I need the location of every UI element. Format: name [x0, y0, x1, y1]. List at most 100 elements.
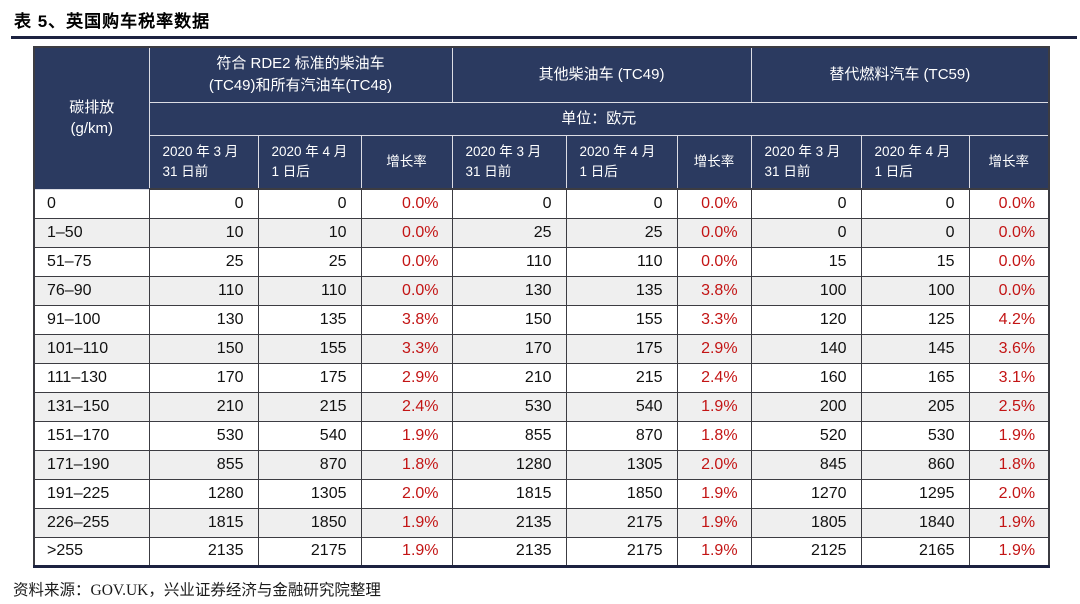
growth-rate-cell: 1.8% — [360, 449, 453, 480]
tax-value-cell: 540 — [565, 391, 678, 422]
growth-rate-cell: 3.1% — [968, 362, 1050, 393]
tax-value-cell: 110 — [565, 246, 678, 277]
emission-range-cell: 1–50 — [33, 217, 150, 248]
subheader-before-g2: 2020 年 3 月 31 日前 — [451, 134, 567, 190]
growth-rate-cell: 3.3% — [360, 333, 453, 364]
tax-value-cell: 140 — [750, 333, 862, 364]
emission-range-cell: 111–130 — [33, 362, 150, 393]
tax-value-cell: 855 — [148, 449, 259, 480]
growth-rate-cell: 0.0% — [968, 217, 1050, 248]
table-row: 101–110 150 155 3.3% 170 175 2.9% 140 145 3.6% — [33, 333, 1050, 364]
table-row: 91–100 130 135 3.8% 150 155 3.3% 120 125 4.2% — [33, 304, 1050, 335]
tax-value-cell: 0 — [750, 217, 862, 248]
table-header: 碳排放 (g/km) 符合 RDE2 标准的柴油车 (TC49)和所有汽油车(T… — [33, 46, 1050, 190]
tax-value-cell: 205 — [860, 391, 970, 422]
emission-range-cell: 226–255 — [33, 507, 150, 538]
tax-value-cell: 210 — [148, 391, 259, 422]
tax-value-cell: 530 — [148, 420, 259, 451]
tax-value-cell: 110 — [148, 275, 259, 306]
table-row: 111–130 170 175 2.9% 210 215 2.4% 160 165 3.1% — [33, 362, 1050, 393]
carbon-emission-header: 碳排放 (g/km) — [33, 46, 150, 190]
tax-value-cell: 1295 — [860, 478, 970, 509]
emission-range-cell: 171–190 — [33, 449, 150, 480]
growth-rate-cell: 0.0% — [360, 188, 453, 219]
subheader-growth-g1: 增长率 — [360, 134, 453, 190]
tax-value-cell: 870 — [565, 420, 678, 451]
tax-value-cell: 1840 — [860, 507, 970, 538]
table-row: 51–75 25 25 0.0% 110 110 0.0% 15 15 0.0% — [33, 246, 1050, 277]
growth-rate-cell: 1.8% — [676, 420, 752, 451]
growth-rate-cell: 0.0% — [360, 217, 453, 248]
growth-rate-cell: 1.9% — [676, 507, 752, 538]
tax-value-cell: 10 — [257, 217, 362, 248]
group-header-alt-fuel: 替代燃料汽车 (TC59) — [750, 46, 1050, 103]
tax-value-cell: 210 — [451, 362, 567, 393]
tax-value-cell: 15 — [860, 246, 970, 277]
subheader-after-g3: 2020 年 4 月 1 日后 — [860, 134, 970, 190]
emission-range-cell: 131–150 — [33, 391, 150, 422]
tax-value-cell: 1280 — [148, 478, 259, 509]
tax-value-cell: 2125 — [750, 536, 862, 568]
tax-value-cell: 200 — [750, 391, 862, 422]
tax-value-cell: 1805 — [750, 507, 862, 538]
tax-value-cell: 125 — [860, 304, 970, 335]
group-header-other-diesel: 其他柴油车 (TC49) — [451, 46, 752, 103]
growth-rate-cell: 3.8% — [360, 304, 453, 335]
tax-value-cell: 0 — [860, 217, 970, 248]
growth-rate-cell: 2.0% — [676, 449, 752, 480]
table-row: 151–170 530 540 1.9% 855 870 1.8% 520 530 1.9% — [33, 420, 1050, 451]
tax-value-cell: 1305 — [565, 449, 678, 480]
tax-value-cell: 2175 — [565, 507, 678, 538]
tax-value-cell: 175 — [257, 362, 362, 393]
subheader-after-g1: 2020 年 4 月 1 日后 — [257, 134, 362, 190]
subheader-before-g1: 2020 年 3 月 31 日前 — [148, 134, 259, 190]
tax-value-cell: 0 — [257, 188, 362, 219]
growth-rate-cell: 1.9% — [676, 536, 752, 568]
tax-value-cell: 160 — [750, 362, 862, 393]
tax-value-cell: 1815 — [451, 478, 567, 509]
tax-value-cell: 0 — [565, 188, 678, 219]
tax-value-cell: 25 — [451, 217, 567, 248]
tax-value-cell: 1850 — [565, 478, 678, 509]
growth-rate-cell: 0.0% — [968, 188, 1050, 219]
unit-label: 单位：欧元 — [148, 101, 1050, 136]
tax-value-cell: 1305 — [257, 478, 362, 509]
growth-rate-cell: 0.0% — [676, 217, 752, 248]
tax-value-cell: 130 — [451, 275, 567, 306]
growth-rate-cell: 4.2% — [968, 304, 1050, 335]
title-underline — [11, 36, 1077, 39]
growth-rate-cell: 3.8% — [676, 275, 752, 306]
tax-value-cell: 540 — [257, 420, 362, 451]
growth-rate-cell: 0.0% — [676, 246, 752, 277]
growth-rate-cell: 2.4% — [360, 391, 453, 422]
tax-value-cell: 0 — [860, 188, 970, 219]
tax-value-cell: 1270 — [750, 478, 862, 509]
tax-value-cell: 150 — [148, 333, 259, 364]
tax-value-cell: 175 — [565, 333, 678, 364]
growth-rate-cell: 1.9% — [676, 391, 752, 422]
emission-range-cell: >255 — [33, 536, 150, 568]
tax-value-cell: 130 — [148, 304, 259, 335]
emission-range-cell: 51–75 — [33, 246, 150, 277]
tax-value-cell: 110 — [257, 275, 362, 306]
growth-rate-cell: 0.0% — [968, 246, 1050, 277]
growth-rate-cell: 1.8% — [968, 449, 1050, 480]
growth-rate-cell: 1.9% — [968, 507, 1050, 538]
tax-value-cell: 530 — [860, 420, 970, 451]
tax-value-cell: 530 — [451, 391, 567, 422]
tax-value-cell: 15 — [750, 246, 862, 277]
growth-rate-cell: 1.9% — [676, 478, 752, 509]
tax-value-cell: 0 — [451, 188, 567, 219]
tax-value-cell: 845 — [750, 449, 862, 480]
tax-value-cell: 215 — [565, 362, 678, 393]
emission-range-cell: 101–110 — [33, 333, 150, 364]
tax-value-cell: 1815 — [148, 507, 259, 538]
tax-value-cell: 2135 — [451, 507, 567, 538]
subheader-growth-g3: 增长率 — [968, 134, 1050, 190]
table-row: 191–225 1280 1305 2.0% 1815 1850 1.9% 1270 1295 2… — [33, 478, 1050, 509]
tax-value-cell: 860 — [860, 449, 970, 480]
growth-rate-cell: 0.0% — [968, 275, 1050, 306]
table-row: 1–50 10 10 0.0% 25 25 0.0% 0 0 0.0% — [33, 217, 1050, 248]
sub-header-row: 2020 年 3 月 31 日前 2020 年 4 月 1 日后 增长率 202… — [34, 134, 1050, 190]
tax-value-cell: 145 — [860, 333, 970, 364]
